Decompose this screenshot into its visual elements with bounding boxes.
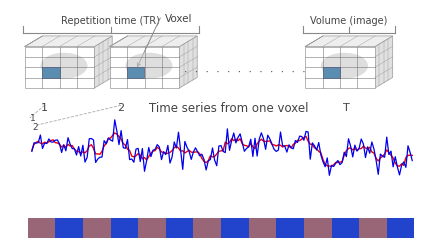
Text: Volume (image): Volume (image) [310,15,388,25]
Bar [387,218,414,238]
Bar [249,218,276,238]
Polygon shape [25,47,94,89]
Bar [127,68,144,78]
Ellipse shape [321,53,368,79]
Polygon shape [94,37,112,89]
Polygon shape [305,37,393,47]
Polygon shape [25,37,112,47]
Bar [221,218,249,238]
Polygon shape [305,47,375,89]
Polygon shape [375,37,393,89]
Text: T: T [343,102,350,112]
Bar [55,218,83,238]
Bar [166,218,193,238]
Polygon shape [110,37,197,47]
Bar [332,218,359,238]
Bar [304,218,332,238]
Bar [83,218,110,238]
Text: 1: 1 [30,114,36,123]
Text: 2: 2 [118,102,125,112]
Ellipse shape [40,53,88,79]
Ellipse shape [125,53,173,79]
Bar [110,218,138,238]
Polygon shape [110,47,179,89]
Bar [42,68,60,78]
Text: Time series from one voxel: Time series from one voxel [149,102,309,115]
Bar [28,218,55,238]
Bar [276,218,304,238]
Bar [138,218,166,238]
Polygon shape [179,37,197,89]
Text: Voxel: Voxel [165,14,192,24]
Bar [323,68,340,78]
Text: 2: 2 [33,123,38,132]
Text: 1: 1 [41,102,48,112]
Bar [359,218,387,238]
Text: · · · · · · · · · · · ·: · · · · · · · · · · · · [183,67,306,76]
Text: Repetition time (TR): Repetition time (TR) [62,15,160,25]
Bar [193,218,221,238]
